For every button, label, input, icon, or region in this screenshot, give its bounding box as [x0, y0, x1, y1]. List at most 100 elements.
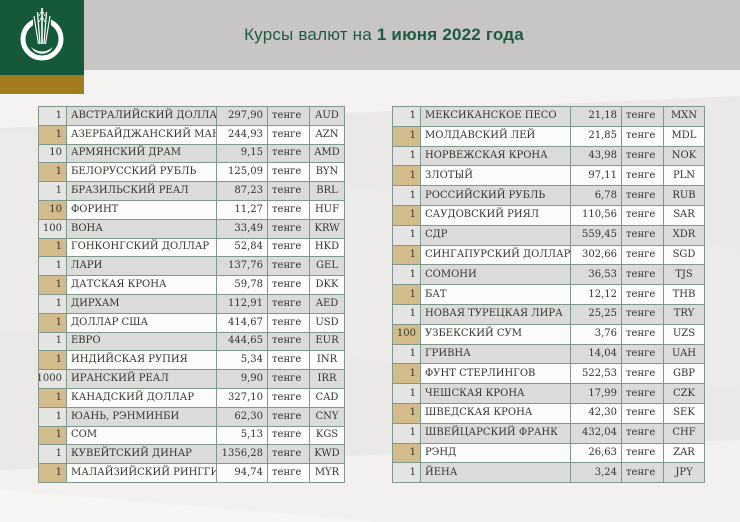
- currency-code-cell: DKK: [309, 276, 344, 294]
- unit-cell: тенге: [267, 107, 309, 125]
- quantity-cell: 1: [393, 107, 420, 126]
- quantity-cell: 1: [393, 463, 420, 483]
- rate-value-cell: 112,91: [216, 294, 267, 313]
- unit-cell: тенге: [267, 407, 309, 426]
- unit-cell: тенге: [621, 344, 663, 364]
- rate-value-cell: 327,10: [216, 388, 267, 407]
- currency-code-cell: TJS: [663, 265, 704, 285]
- currency-code-cell: GBP: [663, 364, 704, 384]
- currency-name-cell: ИНДИЙСКАЯ РУПИЯ: [66, 351, 216, 370]
- rate-value-cell: 11,27: [216, 200, 267, 219]
- currency-code-cell: AED: [309, 294, 344, 313]
- unit-cell: тенге: [267, 313, 309, 332]
- quantity-cell: 1: [39, 313, 66, 332]
- currency-row: 1 ЕВРО 444,65 тенге EUR: [39, 331, 344, 351]
- currency-name-cell: ЙЕНА: [420, 463, 570, 483]
- currency-code-cell: HKD: [309, 238, 344, 257]
- currency-code-cell: SGD: [663, 245, 704, 265]
- quantity-cell: 1: [393, 126, 420, 146]
- quantity-cell: 1: [39, 426, 66, 445]
- page-title-prefix: Курсы валют на: [244, 25, 377, 44]
- currency-row: 1 ДОЛЛАР США 414,67 тенге USD: [39, 312, 344, 332]
- currency-code-cell: AUD: [309, 107, 344, 125]
- unit-cell: тенге: [621, 285, 663, 304]
- currency-code-cell: JPY: [663, 463, 704, 483]
- unit-cell: тенге: [621, 463, 663, 483]
- currency-row: 1 ШВЕДСКАЯ КРОНА 42,30 тенге SEK: [393, 402, 704, 423]
- currency-code-cell: IRR: [309, 370, 344, 388]
- currency-name-cell: ДАТСКАЯ КРОНА: [66, 276, 216, 294]
- unit-cell: тенге: [267, 332, 309, 351]
- rate-value-cell: 97,11: [570, 166, 621, 186]
- currency-name-cell: АЗЕРБАЙДЖАНСКИЙ МАНАТ: [66, 125, 216, 144]
- currency-name-cell: СОМОНИ: [420, 265, 570, 285]
- currency-row: 1 ЛАРИ 137,76 тенге GEL: [39, 256, 344, 276]
- unit-cell: тенге: [267, 238, 309, 257]
- currency-name-cell: САУДОВСКИЙ РИЯЛ: [420, 205, 570, 225]
- currency-row: 1 ФУНТ СТЕРЛИНГОВ 522,53 тенге GBP: [393, 363, 704, 384]
- rate-value-cell: 6,78: [570, 186, 621, 205]
- currency-row: 1 РОССИЙСКИЙ РУБЛЬ 6,78 тенге RUB: [393, 185, 704, 205]
- rate-value-cell: 59,78: [216, 276, 267, 294]
- unit-cell: тенге: [621, 225, 663, 245]
- unit-cell: тенге: [267, 182, 309, 200]
- currency-row: 1 ДАТСКАЯ КРОНА 59,78 тенге DKK: [39, 275, 344, 294]
- quantity-cell: 1: [39, 388, 66, 407]
- currency-code-cell: THB: [663, 285, 704, 304]
- currency-name-cell: ЗЛОТЫЙ: [420, 166, 570, 186]
- currency-name-cell: ФУНТ СТЕРЛИНГОВ: [420, 364, 570, 384]
- unit-cell: тенге: [621, 384, 663, 403]
- unit-cell: тенге: [621, 403, 663, 423]
- currency-code-cell: PLN: [663, 166, 704, 186]
- currency-row: 1 АЗЕРБАЙДЖАНСКИЙ МАНАТ 244,93 тенге AZN: [39, 124, 344, 144]
- rate-value-cell: 110,56: [570, 205, 621, 225]
- rate-value-cell: 302,66: [570, 245, 621, 265]
- currency-code-cell: NOK: [663, 146, 704, 166]
- currency-name-cell: КУВЕЙТСКИЙ ДИНАР: [66, 445, 216, 464]
- currency-name-cell: АРМЯНСКИЙ ДРАМ: [66, 144, 216, 163]
- unit-cell: тенге: [267, 125, 309, 144]
- quantity-cell: 1: [39, 407, 66, 426]
- currency-name-cell: РЭНД: [420, 443, 570, 463]
- currency-code-cell: BRL: [309, 182, 344, 200]
- currency-code-cell: CHF: [663, 423, 704, 443]
- rate-value-cell: 9,90: [216, 370, 267, 388]
- unit-cell: тенге: [267, 370, 309, 388]
- unit-cell: тенге: [621, 186, 663, 205]
- currency-row: 1 СИНГАПУРСКИЙ ДОЛЛАР 302,66 тенге SGD: [393, 244, 704, 265]
- unit-cell: тенге: [267, 294, 309, 313]
- currency-row: 1 ГРИВНА 14,04 тенге UAH: [393, 343, 704, 364]
- currency-code-cell: BYN: [309, 163, 344, 182]
- page-title: Курсы валют на 1 июня 2022 года: [84, 0, 684, 70]
- currency-row: 1 ЧЕШСКАЯ КРОНА 17,99 тенге CZK: [393, 383, 704, 403]
- currency-code-cell: USD: [309, 313, 344, 332]
- currency-row: 1 ГОНКОНГСКИЙ ДОЛЛАР 52,84 тенге HKD: [39, 237, 344, 257]
- unit-cell: тенге: [267, 388, 309, 407]
- rate-value-cell: 5,13: [216, 426, 267, 445]
- unit-cell: тенге: [267, 445, 309, 464]
- currency-row: 1 ДИРХАМ 112,91 тенге AED: [39, 293, 344, 313]
- quantity-cell: 1: [393, 285, 420, 304]
- currency-name-cell: МОЛДАВСКИЙ ЛЕЙ: [420, 126, 570, 146]
- currency-row: 1 ЗЛОТЫЙ 97,11 тенге PLN: [393, 165, 704, 186]
- currency-code-cell: TRY: [663, 304, 704, 324]
- header-band: [0, 0, 740, 70]
- currency-name-cell: УЗБЕКСКИЙ СУМ: [420, 324, 570, 344]
- rate-value-cell: 42,30: [570, 403, 621, 423]
- unit-cell: тенге: [267, 200, 309, 219]
- currency-code-cell: MYR: [309, 464, 344, 482]
- currency-row: 1 КАНАДСКИЙ ДОЛЛАР 327,10 тенге CAD: [39, 387, 344, 407]
- currency-name-cell: ДИРХАМ: [66, 294, 216, 313]
- currency-row: 1 РЭНД 26,63 тенге ZAR: [393, 442, 704, 463]
- currency-code-cell: AMD: [309, 144, 344, 163]
- currency-row: 100 УЗБЕКСКИЙ СУМ 3,76 тенге UZS: [393, 323, 704, 344]
- rate-value-cell: 3,76: [570, 324, 621, 344]
- quantity-cell: 1: [39, 332, 66, 351]
- bank-emblem-icon: [20, 8, 64, 61]
- currency-row: 1 СОМОНИ 36,53 тенге TJS: [393, 264, 704, 285]
- currency-row: 1 КУВЕЙТСКИЙ ДИНАР 1356,28 тенге KWD: [39, 444, 344, 464]
- quantity-cell: 1: [393, 403, 420, 423]
- currency-code-cell: GEL: [309, 257, 344, 276]
- rate-value-cell: 14,04: [570, 344, 621, 364]
